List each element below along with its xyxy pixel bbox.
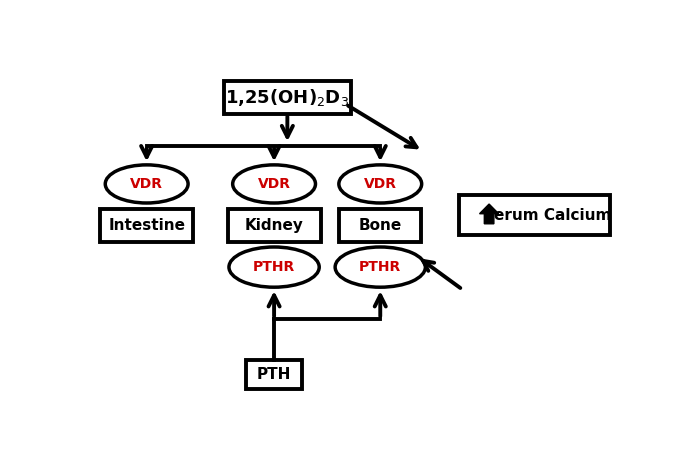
Text: Serum Calcium: Serum Calcium (484, 207, 612, 223)
Bar (246, 360, 302, 389)
Ellipse shape (229, 247, 319, 287)
Bar (223, 81, 351, 114)
Text: VDR: VDR (364, 177, 397, 191)
Text: 1,25(OH)$_2$D$_3$: 1,25(OH)$_2$D$_3$ (225, 87, 349, 108)
Bar (458, 195, 610, 235)
Text: VDR: VDR (258, 177, 290, 191)
Bar (227, 209, 321, 242)
Text: Kidney: Kidney (245, 218, 303, 233)
Text: Bone: Bone (359, 218, 402, 233)
Ellipse shape (339, 165, 422, 203)
Text: VDR: VDR (130, 177, 163, 191)
Ellipse shape (105, 165, 188, 203)
Bar (339, 209, 421, 242)
Text: PTH: PTH (257, 367, 291, 382)
Text: PTHR: PTHR (359, 260, 401, 274)
Ellipse shape (335, 247, 425, 287)
Ellipse shape (233, 165, 316, 203)
Text: PTHR: PTHR (253, 260, 295, 274)
Text: Intestine: Intestine (108, 218, 185, 233)
FancyArrow shape (479, 204, 499, 224)
Bar (100, 209, 193, 242)
